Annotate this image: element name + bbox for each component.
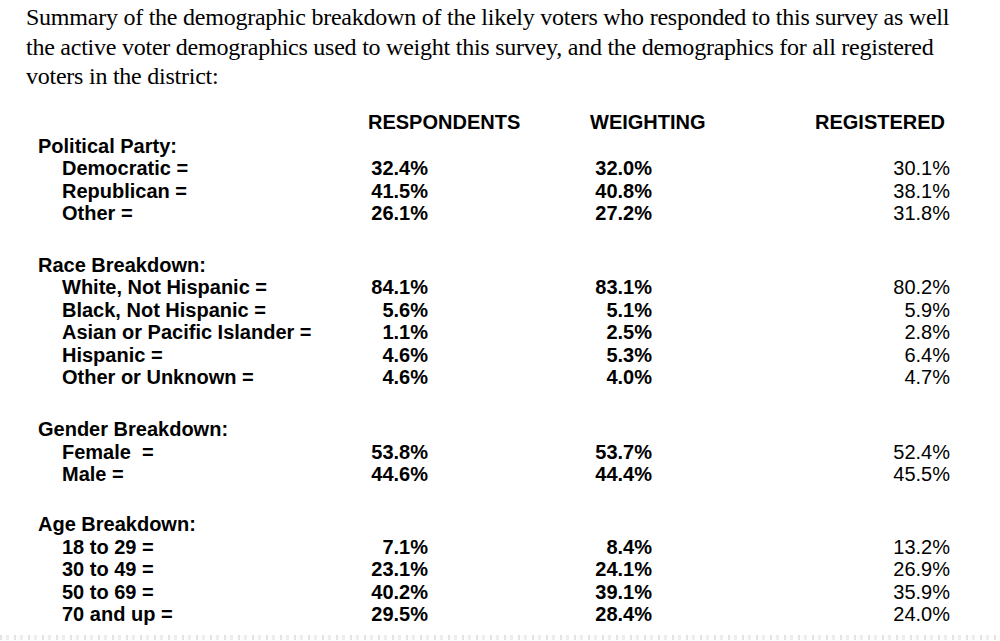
table-row: Other = 26.1% 27.2% 31.8% (0, 202, 1000, 224)
table-row: White, Not Hispanic = 84.1% 83.1% 80.2% (0, 276, 1000, 298)
section-gender-breakdown: Gender Breakdown: Female = 53.8% 53.7% 5… (0, 418, 1000, 485)
respondents-value: 7.1% (308, 536, 428, 559)
weighting-value: 2.5% (532, 321, 652, 344)
column-header-registered: REGISTERED (815, 111, 945, 134)
table-row: Hispanic = 4.6% 5.3% 6.4% (0, 344, 1000, 366)
section-race-breakdown: Race Breakdown: White, Not Hispanic = 84… (0, 254, 1000, 389)
registered-value: 6.4% (830, 344, 950, 367)
table-row: 50 to 69 = 40.2% 39.1% 35.9% (0, 581, 1000, 603)
table-row: Male = 44.6% 44.4% 45.5% (0, 463, 1000, 485)
registered-value: 2.8% (830, 321, 950, 344)
weighting-value: 24.1% (532, 558, 652, 581)
section-title: Race Breakdown: (38, 254, 206, 277)
row-label: 30 to 49 = (62, 558, 154, 581)
registered-value: 24.0% (830, 603, 950, 626)
intro-line: the active voter demographics used to we… (26, 33, 949, 63)
section-title-row: Political Party: (0, 135, 1000, 157)
respondents-value: 84.1% (308, 276, 428, 299)
section-title-row: Gender Breakdown: (0, 418, 1000, 440)
row-label: Male = (62, 463, 124, 486)
registered-value: 4.7% (830, 366, 950, 389)
table-row: Republican = 41.5% 40.8% 38.1% (0, 180, 1000, 202)
respondents-value: 5.6% (308, 299, 428, 322)
row-label: Black, Not Hispanic = (62, 299, 266, 322)
weighting-value: 8.4% (532, 536, 652, 559)
intro-line: Summary of the demographic breakdown of … (26, 3, 949, 33)
weighting-value: 53.7% (532, 441, 652, 464)
respondents-value: 29.5% (308, 603, 428, 626)
row-label: 70 and up = (62, 603, 173, 626)
table-row: 70 and up = 29.5% 28.4% 24.0% (0, 603, 1000, 625)
registered-value: 52.4% (830, 441, 950, 464)
demographics-table: RESPONDENTS WEIGHTING REGISTERED Politic… (0, 111, 1000, 625)
respondents-value: 4.6% (308, 366, 428, 389)
row-label: Asian or Pacific Islander = (62, 321, 312, 344)
respondents-value: 44.6% (308, 463, 428, 486)
registered-value: 5.9% (830, 299, 950, 322)
row-label: Female = (62, 441, 154, 464)
weighting-value: 40.8% (532, 180, 652, 203)
weighting-value: 83.1% (532, 276, 652, 299)
registered-value: 26.9% (830, 558, 950, 581)
row-label: Democratic = (62, 157, 188, 180)
registered-value: 13.2% (830, 536, 950, 559)
row-label: 18 to 29 = (62, 536, 154, 559)
table-header-row: RESPONDENTS WEIGHTING REGISTERED (0, 111, 1000, 134)
row-label: Other = (62, 202, 133, 225)
row-label: Republican = (62, 180, 187, 203)
section-title-row: Age Breakdown: (0, 513, 1000, 535)
row-label: Other or Unknown = (62, 366, 254, 389)
respondents-value: 40.2% (308, 581, 428, 604)
respondents-value: 1.1% (308, 321, 428, 344)
scan-artifact (0, 635, 1000, 640)
respondents-value: 23.1% (308, 558, 428, 581)
table-row: Democratic = 32.4% 32.0% 30.1% (0, 157, 1000, 179)
registered-value: 30.1% (830, 157, 950, 180)
row-label: White, Not Hispanic = (62, 276, 267, 299)
section-title: Age Breakdown: (38, 513, 196, 536)
weighting-value: 4.0% (532, 366, 652, 389)
registered-value: 45.5% (830, 463, 950, 486)
registered-value: 31.8% (830, 202, 950, 225)
registered-value: 80.2% (830, 276, 950, 299)
section-age-breakdown: Age Breakdown: 18 to 29 = 7.1% 8.4% 13.2… (0, 513, 1000, 625)
weighting-value: 39.1% (532, 581, 652, 604)
registered-value: 38.1% (830, 180, 950, 203)
table-row: 18 to 29 = 7.1% 8.4% 13.2% (0, 536, 1000, 558)
section-title: Political Party: (38, 135, 177, 158)
row-label: 50 to 69 = (62, 581, 154, 604)
respondents-value: 41.5% (308, 180, 428, 203)
row-label: Hispanic = (62, 344, 163, 367)
column-header-weighting: WEIGHTING (590, 111, 706, 134)
section-title: Gender Breakdown: (38, 418, 228, 441)
respondents-value: 32.4% (308, 157, 428, 180)
respondents-value: 26.1% (308, 202, 428, 225)
table-row: 30 to 49 = 23.1% 24.1% 26.9% (0, 558, 1000, 580)
section-political-party: Political Party: Democratic = 32.4% 32.0… (0, 135, 1000, 225)
weighting-value: 5.3% (532, 344, 652, 367)
weighting-value: 28.4% (532, 603, 652, 626)
registered-value: 35.9% (830, 581, 950, 604)
intro-line: voters in the district: (26, 62, 949, 92)
section-title-row: Race Breakdown: (0, 254, 1000, 276)
weighting-value: 32.0% (532, 157, 652, 180)
table-row: Female = 53.8% 53.7% 52.4% (0, 441, 1000, 463)
weighting-value: 5.1% (532, 299, 652, 322)
table-row: Other or Unknown = 4.6% 4.0% 4.7% (0, 366, 1000, 388)
respondents-value: 4.6% (308, 344, 428, 367)
weighting-value: 27.2% (532, 202, 652, 225)
column-header-respondents: RESPONDENTS (368, 111, 520, 134)
intro-paragraph: Summary of the demographic breakdown of … (26, 3, 949, 92)
table-row: Asian or Pacific Islander = 1.1% 2.5% 2.… (0, 321, 1000, 343)
weighting-value: 44.4% (532, 463, 652, 486)
respondents-value: 53.8% (308, 441, 428, 464)
table-row: Black, Not Hispanic = 5.6% 5.1% 5.9% (0, 299, 1000, 321)
